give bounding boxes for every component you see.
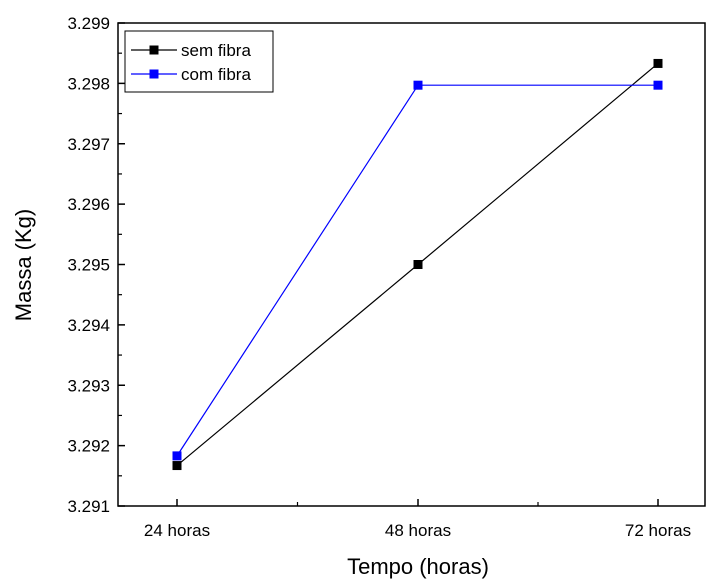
data-point-sem-fibra (172, 461, 182, 471)
legend-marker (149, 69, 159, 79)
y-tick-label: 3.293 (67, 376, 110, 395)
y-tick-label: 3.298 (67, 74, 110, 93)
x-tick-label: 72 horas (625, 521, 691, 540)
data-point-sem-fibra (413, 260, 423, 269)
y-tick-label: 3.294 (67, 316, 110, 335)
y-tick-label: 3.291 (67, 497, 110, 516)
y-tick-label: 3.295 (67, 256, 110, 275)
legend: sem fibra com fibra (124, 30, 274, 93)
x-axis-title: Tempo (horas) (347, 554, 489, 579)
y-tick-label: 3.299 (67, 14, 110, 33)
series-line-com-fibra (176, 84, 658, 457)
legend-marker (149, 45, 159, 55)
data-point-sem-fibra (653, 58, 663, 68)
series-layer (172, 58, 663, 471)
data-point-com-fibra (172, 451, 182, 461)
y-tick-label: 3.292 (67, 437, 110, 456)
y-tick-label: 3.296 (67, 195, 110, 214)
data-point-com-fibra (653, 80, 663, 90)
legend-label: com fibra (181, 65, 251, 84)
y-axis-title: Massa (Kg) (11, 209, 36, 321)
data-point-com-fibra (413, 80, 423, 90)
x-axis: 24 horas 48 horas 72 horas (144, 499, 691, 540)
y-tick-label: 3.297 (67, 135, 110, 154)
x-tick-label: 24 horas (144, 521, 210, 540)
x-tick-label: 48 horas (385, 521, 451, 540)
legend-box (124, 30, 274, 93)
legend-label: sem fibra (181, 41, 251, 60)
y-axis: 3.291 3.292 3.293 3.294 3.295 3.296 3.297 3.298… (67, 14, 125, 516)
